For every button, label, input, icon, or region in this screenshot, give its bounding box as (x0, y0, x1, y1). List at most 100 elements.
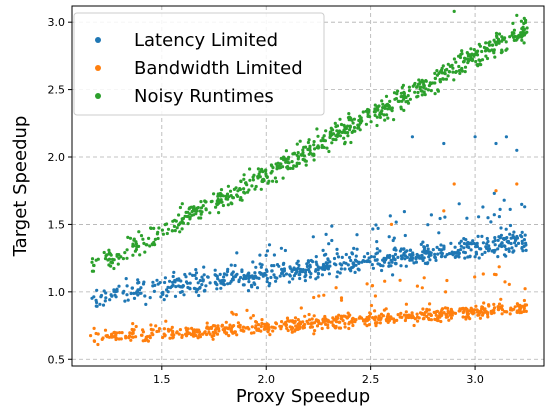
point-latency-limited (457, 202, 461, 206)
point-noisy-runtimes (231, 196, 235, 200)
point-latency-limited (200, 275, 204, 279)
point-latency-limited (380, 268, 384, 273)
point-latency-limited (349, 258, 353, 263)
point-bandwidth-limited (427, 308, 431, 312)
point-noisy-runtimes (126, 235, 130, 239)
point-latency-limited (462, 241, 466, 246)
point-noisy-runtimes (153, 237, 157, 241)
point-noisy-runtimes (251, 178, 255, 182)
point-bandwidth-limited (476, 309, 480, 313)
point-bandwidth-limited (343, 322, 347, 326)
point-latency-limited (281, 268, 286, 272)
point-bandwidth-limited (472, 308, 476, 312)
point-noisy-runtimes (271, 166, 275, 170)
point-bandwidth-limited (378, 321, 382, 325)
point-noisy-runtimes (478, 62, 482, 66)
point-noisy-runtimes (380, 99, 384, 103)
point-noisy-runtimes (271, 179, 275, 183)
point-noisy-runtimes (338, 117, 342, 121)
point-noisy-runtimes (500, 50, 504, 54)
point-bandwidth-limited (171, 329, 175, 333)
point-latency-limited (194, 271, 199, 275)
point-noisy-runtimes (307, 138, 311, 142)
point-latency-limited (511, 236, 515, 240)
point-latency-limited (524, 241, 528, 245)
point-latency-limited (370, 263, 374, 267)
point-noisy-runtimes (438, 78, 442, 82)
point-bandwidth-limited (486, 315, 490, 319)
point-bandwidth-limited (440, 313, 444, 317)
point-bandwidth-limited (96, 342, 100, 347)
point-noisy-runtimes (180, 227, 184, 231)
point-bandwidth-limited (473, 275, 477, 279)
point-bandwidth-limited-outlier (515, 182, 519, 186)
point-latency-limited (307, 267, 311, 272)
point-latency-limited (394, 261, 398, 266)
point-latency-limited (522, 244, 526, 248)
point-noisy-runtimes (459, 68, 463, 72)
point-noisy-runtimes (292, 151, 296, 155)
point-latency-limited (404, 264, 408, 268)
point-bandwidth-limited (482, 301, 486, 305)
point-noisy-runtimes (248, 178, 252, 182)
point-noisy-runtimes (500, 35, 504, 39)
point-bandwidth-limited (522, 309, 526, 314)
point-noisy-runtimes (92, 263, 96, 268)
point-noisy-runtimes (132, 244, 136, 248)
point-bandwidth-limited (497, 265, 501, 269)
point-noisy-runtimes (366, 114, 370, 118)
point-noisy-runtimes (411, 84, 415, 88)
point-noisy-runtimes (359, 117, 363, 122)
point-noisy-runtimes (373, 103, 377, 107)
point-noisy-runtimes (181, 221, 185, 225)
x-tick-label: 2.5 (362, 373, 380, 386)
point-latency-limited (269, 275, 273, 280)
point-noisy-runtimes (269, 171, 273, 175)
point-noisy-runtimes (392, 118, 396, 122)
point-bandwidth-limited (331, 324, 335, 328)
point-noisy-runtimes (204, 207, 208, 211)
point-noisy-runtimes (495, 35, 499, 40)
point-bandwidth-limited (198, 335, 202, 339)
point-noisy-runtimes (505, 47, 509, 51)
point-bandwidth-limited (162, 327, 166, 331)
point-noisy-runtimes (342, 123, 346, 127)
point-latency-limited (508, 223, 513, 228)
point-latency-limited (421, 240, 425, 244)
point-noisy-runtimes (227, 195, 231, 199)
point-latency-limited (200, 283, 204, 287)
point-noisy-runtimes (274, 162, 278, 166)
point-noisy-runtimes (357, 123, 361, 127)
point-latency-limited (226, 267, 230, 271)
point-latency-limited (439, 255, 444, 259)
point-noisy-runtimes (494, 43, 498, 47)
point-noisy-runtimes (373, 113, 377, 117)
point-noisy-runtimes (358, 128, 362, 132)
point-noisy-runtimes (337, 129, 342, 133)
point-bandwidth-limited (404, 302, 408, 306)
point-bandwidth-limited (293, 316, 298, 320)
point-noisy-runtimes (339, 122, 344, 127)
point-bandwidth-limited (177, 332, 181, 336)
point-noisy-runtimes (457, 64, 461, 69)
point-latency-limited (265, 269, 269, 273)
point-latency-limited (252, 276, 256, 280)
point-noisy-runtimes (219, 198, 223, 202)
point-latency-limited (504, 254, 508, 258)
point-bandwidth-limited (178, 328, 182, 332)
point-noisy-runtimes (485, 56, 490, 61)
point-latency-limited (459, 239, 463, 243)
point-latency-limited (324, 252, 328, 256)
point-latency-limited (139, 291, 143, 295)
series-latency-limited (90, 135, 528, 308)
point-noisy-runtimes (90, 257, 95, 261)
point-latency-limited (496, 255, 500, 259)
point-latency-limited (340, 263, 344, 267)
point-noisy-runtimes (330, 128, 334, 132)
point-latency-limited (335, 247, 339, 251)
point-noisy-runtimes (383, 118, 387, 122)
point-latency-limited (402, 251, 406, 255)
point-latency-limited (206, 275, 210, 279)
point-latency-limited (365, 259, 369, 264)
point-noisy-runtimes (346, 124, 350, 128)
